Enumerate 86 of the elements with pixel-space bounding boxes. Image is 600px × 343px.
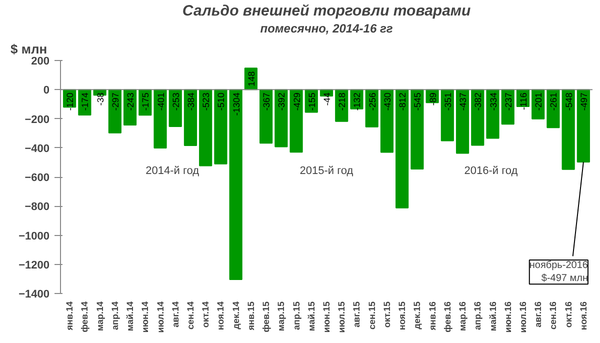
data-label: -38: [95, 92, 106, 106]
data-label: -243: [126, 92, 136, 111]
x-tick-label: янв.14: [64, 301, 75, 330]
x-tick-label: ноя.15: [397, 302, 408, 330]
data-label: -548: [564, 92, 574, 111]
annotation: 2015-й год: [300, 165, 354, 177]
data-label: -430: [382, 92, 392, 111]
data-label: -132: [352, 92, 362, 111]
y-axis-title: $ млн: [10, 42, 48, 56]
data-label: -174: [80, 92, 90, 111]
x-tick-label: фев.15: [261, 301, 272, 332]
data-label: -89: [428, 92, 438, 106]
data-label: -201: [534, 92, 544, 111]
y-tick-label: −600: [24, 172, 50, 184]
data-label: -392: [276, 92, 287, 111]
x-tick-label: дек.15: [412, 302, 422, 330]
data-label: -429: [292, 92, 302, 111]
x-tick-label: июл.16: [518, 301, 528, 333]
x-tick-label: янв.15: [246, 301, 256, 330]
x-tick-label: янв.16: [427, 301, 438, 330]
x-tick-label: июл.15: [336, 301, 347, 333]
x-tick-label: сен.14: [185, 301, 196, 330]
data-label: -44: [322, 92, 332, 106]
x-tick-label: дек.14: [230, 302, 241, 330]
chart-subtitle: помесячно, 2014-16 гг: [260, 22, 394, 36]
x-tick-label: авг.16: [533, 301, 544, 328]
x-tick-label: окт.15: [382, 301, 392, 328]
data-label: -437: [458, 92, 468, 111]
x-tick-label: июн.16: [502, 301, 513, 333]
data-label: -297: [110, 92, 120, 111]
data-label: -401: [156, 92, 166, 111]
data-label: -497: [578, 92, 589, 111]
data-label: -334: [488, 92, 498, 111]
annotation: 2016-й год: [464, 165, 518, 177]
annotation: 2014-й год: [146, 165, 200, 177]
x-tick-label: сен.15: [366, 301, 377, 330]
data-label: -382: [473, 92, 484, 111]
x-tick-label: ноя.14: [216, 302, 226, 330]
data-label: -253: [170, 92, 181, 111]
data-label: -545: [412, 92, 423, 111]
y-tick-label: 200: [31, 56, 50, 68]
x-tick-label: мар.16: [458, 301, 468, 332]
x-tick-label: фев.14: [80, 301, 90, 332]
y-tick-label: −800: [24, 201, 50, 214]
x-tick-label: мар.15: [276, 301, 286, 332]
data-label: -155: [306, 92, 317, 111]
data-label: -218: [337, 92, 348, 111]
x-tick-label: май.16: [488, 301, 498, 332]
x-tick-label: окт.16: [563, 301, 574, 328]
x-tick-label: июл.14: [155, 301, 166, 333]
x-tick-label: авг.15: [352, 301, 362, 328]
x-tick-label: апр.16: [472, 301, 483, 330]
data-label: -261: [548, 92, 559, 111]
data-label: -510: [216, 92, 226, 111]
x-tick-label: сен.16: [548, 301, 558, 330]
y-tick-label: −1200: [18, 259, 50, 272]
y-tick-label: −200: [24, 114, 50, 126]
x-tick-label: май.14: [125, 301, 136, 332]
data-label: -237: [503, 92, 514, 111]
data-label: -812: [398, 92, 408, 111]
data-label: -120: [65, 92, 76, 111]
y-tick-label: 0: [43, 84, 50, 97]
y-tick-label: −400: [24, 142, 50, 155]
x-tick-label: ноя.16: [578, 302, 588, 330]
x-tick-label: апр.15: [291, 301, 302, 330]
data-label: -116: [518, 92, 528, 110]
y-tick-label: −1400: [18, 288, 50, 300]
x-tick-label: апр.14: [110, 301, 120, 330]
data-label: -256: [367, 92, 378, 111]
annotation: ноябрь-2016 $-497 млн: [529, 260, 588, 284]
data-label: -351: [442, 92, 453, 111]
x-tick-label: фев.16: [442, 301, 452, 332]
data-label: -1304: [231, 92, 242, 116]
chart-title: Сальдо внешней торговли товарами: [182, 2, 471, 20]
x-tick-label: окт.14: [200, 301, 211, 328]
data-label: -175: [140, 92, 151, 111]
x-tick-label: июн.15: [322, 301, 332, 333]
x-tick-label: авг.14: [170, 301, 180, 328]
data-label: 148: [246, 71, 256, 86]
x-tick-label: июн.14: [140, 301, 150, 333]
data-label: -384: [186, 92, 196, 111]
data-label: -523: [201, 92, 212, 111]
y-tick-label: −1000: [18, 230, 50, 242]
x-tick-label: мар.14: [94, 301, 105, 332]
data-label: -367: [262, 92, 272, 111]
x-tick-label: май.15: [306, 301, 316, 332]
